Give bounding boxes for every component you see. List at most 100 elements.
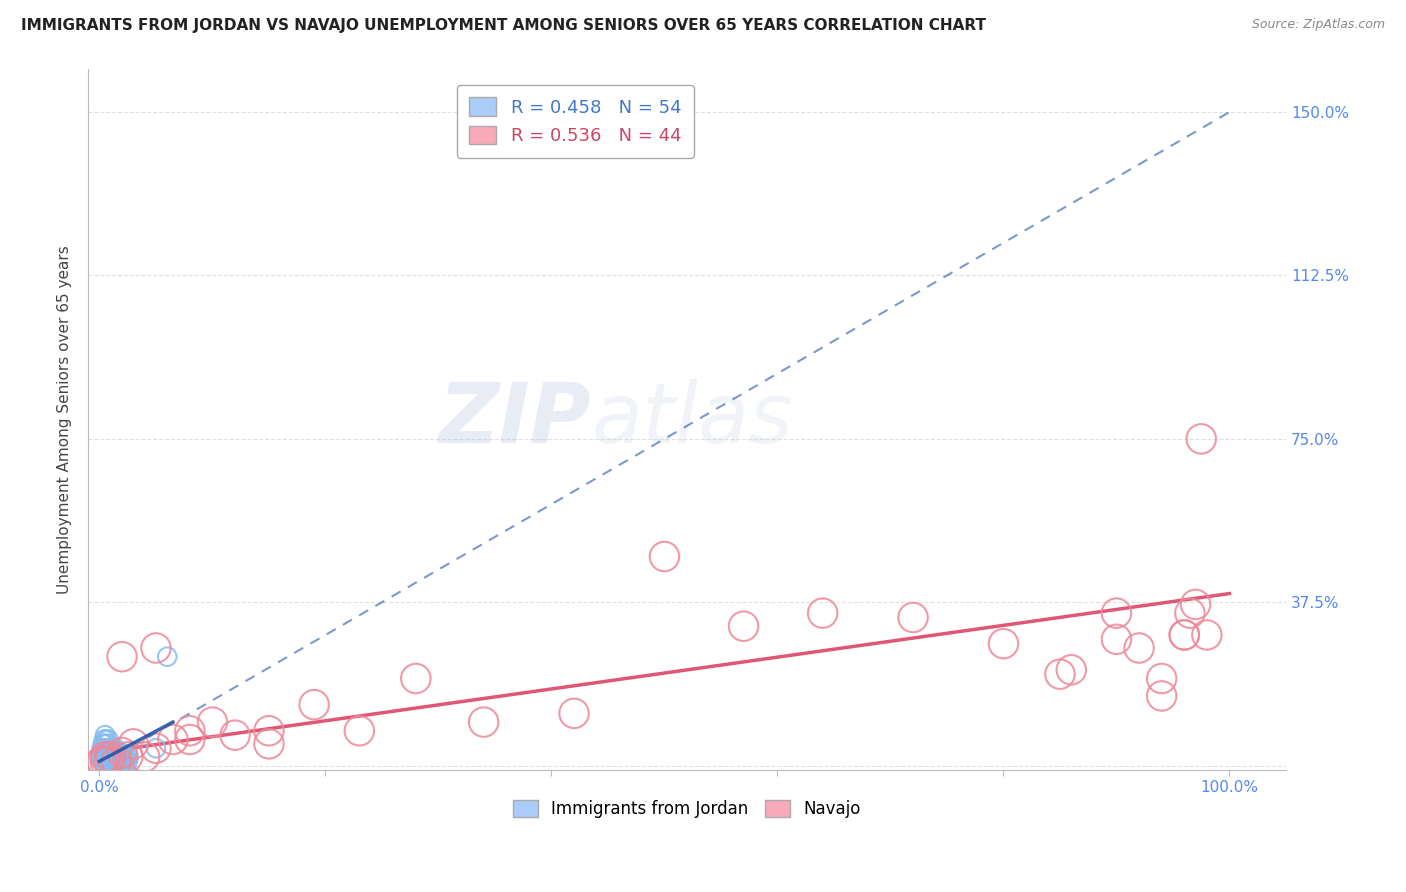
- Point: [122, 737, 145, 751]
- Point: [145, 741, 167, 756]
- Point: [103, 746, 125, 760]
- Point: [107, 754, 129, 768]
- Point: [654, 549, 676, 564]
- Point: [179, 723, 201, 738]
- Point: [112, 754, 135, 768]
- Point: [100, 750, 122, 764]
- Point: [162, 732, 184, 747]
- Point: [90, 754, 112, 768]
- Point: [1150, 689, 1173, 703]
- Point: [1049, 667, 1071, 681]
- Point: [91, 737, 114, 751]
- Point: [101, 754, 124, 768]
- Point: [1173, 628, 1195, 642]
- Point: [93, 732, 115, 747]
- Text: IMMIGRANTS FROM JORDAN VS NAVAJO UNEMPLOYMENT AMONG SENIORS OVER 65 YEARS CORREL: IMMIGRANTS FROM JORDAN VS NAVAJO UNEMPLO…: [21, 18, 986, 33]
- Point: [1105, 632, 1128, 647]
- Point: [901, 610, 924, 624]
- Point: [96, 750, 118, 764]
- Point: [114, 754, 136, 768]
- Point: [96, 737, 118, 751]
- Point: [111, 750, 134, 764]
- Point: [111, 649, 134, 664]
- Y-axis label: Unemployment Among Seniors over 65 years: Unemployment Among Seniors over 65 years: [58, 245, 72, 594]
- Point: [134, 750, 156, 764]
- Point: [111, 746, 134, 760]
- Point: [224, 728, 246, 742]
- Point: [98, 754, 121, 768]
- Point: [101, 741, 124, 756]
- Point: [1060, 663, 1083, 677]
- Point: [110, 750, 132, 764]
- Legend: Immigrants from Jordan, Navajo: Immigrants from Jordan, Navajo: [506, 793, 868, 825]
- Point: [112, 750, 135, 764]
- Point: [302, 698, 325, 712]
- Point: [105, 754, 128, 768]
- Point: [1189, 432, 1212, 446]
- Point: [94, 754, 117, 768]
- Point: [93, 741, 115, 756]
- Point: [110, 746, 132, 760]
- Point: [100, 741, 122, 756]
- Point: [105, 746, 128, 760]
- Point: [104, 741, 127, 756]
- Point: [100, 750, 122, 764]
- Point: [1173, 628, 1195, 642]
- Point: [104, 750, 127, 764]
- Point: [101, 750, 124, 764]
- Point: [98, 746, 121, 760]
- Point: [145, 741, 167, 756]
- Point: [1128, 640, 1150, 655]
- Point: [733, 619, 755, 633]
- Point: [101, 746, 124, 760]
- Point: [1195, 628, 1218, 642]
- Point: [1178, 606, 1201, 620]
- Point: [993, 637, 1015, 651]
- Point: [94, 746, 117, 760]
- Point: [117, 750, 139, 764]
- Point: [90, 750, 112, 764]
- Point: [108, 746, 131, 760]
- Point: [97, 754, 120, 768]
- Point: [201, 714, 224, 729]
- Point: [91, 746, 114, 760]
- Text: ZIP: ZIP: [439, 379, 592, 459]
- Point: [96, 754, 118, 768]
- Point: [257, 723, 280, 738]
- Point: [179, 732, 201, 747]
- Point: [1105, 606, 1128, 620]
- Point: [472, 714, 495, 729]
- Point: [97, 750, 120, 764]
- Point: [90, 741, 112, 756]
- Point: [90, 750, 112, 764]
- Point: [405, 672, 427, 686]
- Point: [117, 754, 139, 768]
- Point: [156, 649, 179, 664]
- Text: atlas: atlas: [592, 379, 793, 459]
- Point: [103, 754, 125, 768]
- Point: [107, 750, 129, 764]
- Point: [93, 750, 115, 764]
- Point: [562, 706, 585, 721]
- Point: [107, 750, 129, 764]
- Point: [97, 741, 120, 756]
- Point: [257, 737, 280, 751]
- Point: [145, 640, 167, 655]
- Point: [94, 750, 117, 764]
- Point: [94, 737, 117, 751]
- Point: [91, 754, 114, 768]
- Point: [96, 732, 118, 747]
- Point: [111, 754, 134, 768]
- Text: Source: ZipAtlas.com: Source: ZipAtlas.com: [1251, 18, 1385, 31]
- Point: [107, 746, 129, 760]
- Point: [97, 732, 120, 747]
- Point: [811, 606, 834, 620]
- Point: [94, 754, 117, 768]
- Point: [349, 723, 371, 738]
- Point: [96, 741, 118, 756]
- Point: [1150, 672, 1173, 686]
- Point: [115, 750, 138, 764]
- Point: [118, 750, 141, 764]
- Point: [94, 728, 117, 742]
- Point: [108, 754, 131, 768]
